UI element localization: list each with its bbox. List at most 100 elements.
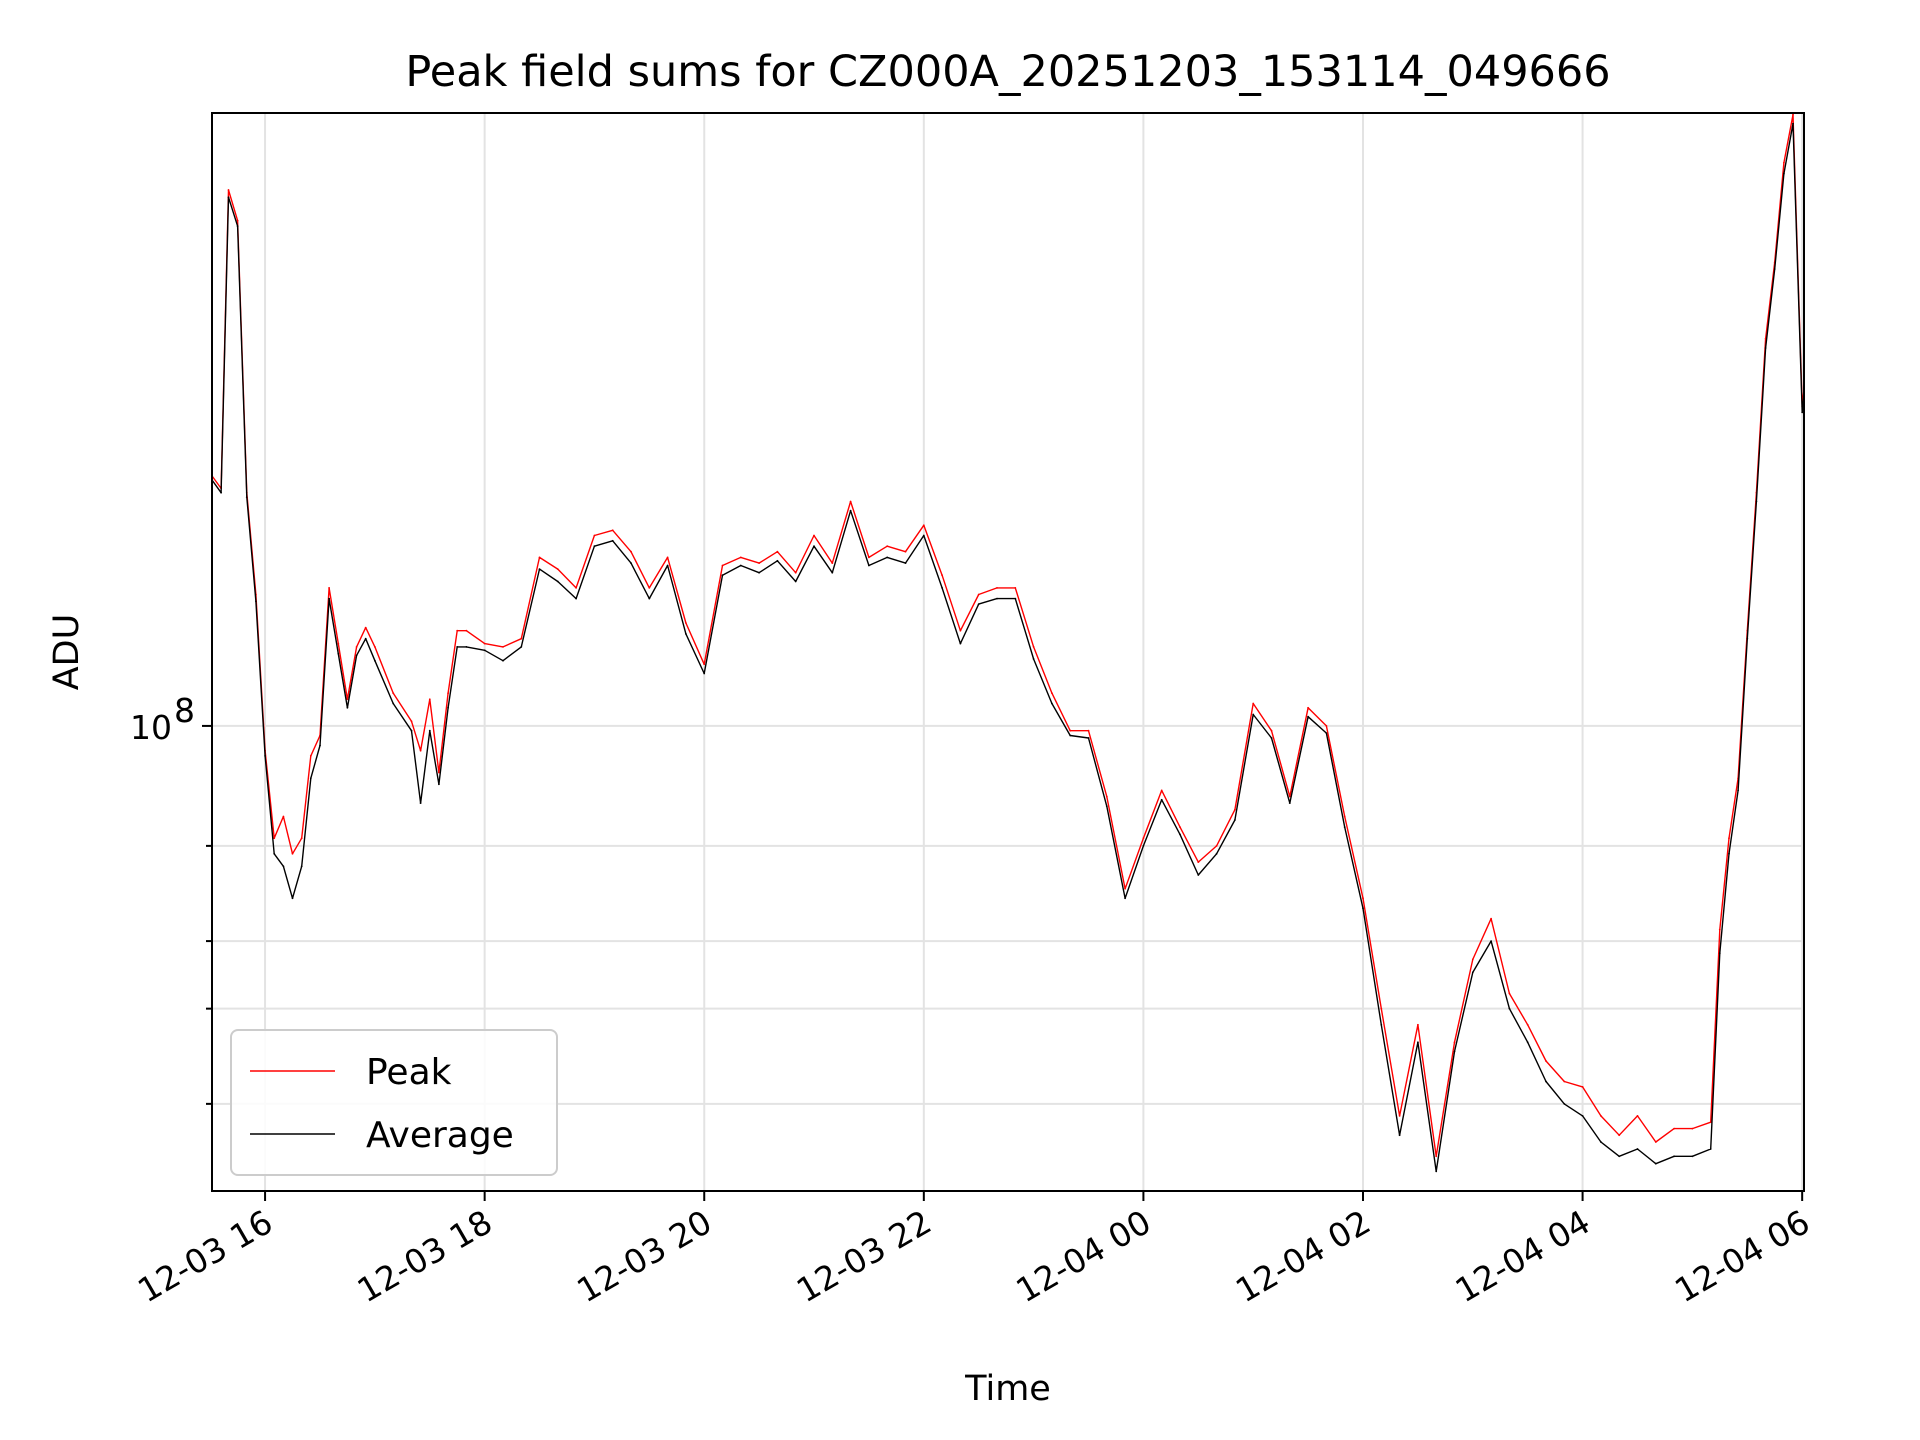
data-point-average [1105, 805, 1108, 808]
data-point-average [364, 637, 367, 640]
data-point-peak [611, 529, 614, 532]
data-point-average [220, 491, 223, 494]
data-point-average [410, 729, 413, 732]
data-point-average [419, 802, 422, 804]
data-point-peak [410, 720, 413, 723]
data-point-peak [227, 189, 230, 191]
data-point-average [1307, 715, 1309, 718]
data-point-average [1718, 952, 1721, 954]
data-point-peak [447, 692, 449, 694]
data-point-peak [1545, 1060, 1547, 1062]
data-point-peak [1783, 161, 1785, 164]
data-point-average [1773, 268, 1776, 270]
data-point-average [611, 539, 614, 542]
data-point-peak [922, 524, 925, 527]
data-point-peak [1398, 1115, 1401, 1117]
data-point-peak [977, 593, 980, 596]
series-average [211, 122, 1805, 1173]
data-point-average [575, 597, 577, 600]
data-point-peak [1691, 1127, 1694, 1130]
data-point-peak [721, 564, 724, 567]
data-point-average [1325, 732, 1328, 734]
data-point-average [721, 574, 724, 577]
data-point-peak [1453, 1041, 1456, 1044]
data-point-average [794, 580, 797, 583]
data-point-average [538, 568, 541, 570]
data-point-average [758, 571, 760, 574]
data-point-peak [456, 629, 459, 632]
y-tick-base: 10 [130, 708, 172, 747]
data-point-peak [538, 556, 541, 559]
data-point-average [1728, 852, 1730, 855]
chart-title: Peak field sums for CZ000A_20251203_1531… [405, 47, 1610, 97]
grid [212, 113, 1804, 1191]
data-point-peak [1252, 702, 1255, 705]
data-point-average [1435, 1170, 1438, 1173]
data-point-average [1709, 1148, 1712, 1150]
data-point-average [996, 597, 998, 600]
data-point-peak [1435, 1155, 1438, 1158]
data-point-average [1526, 1041, 1529, 1044]
series-layer [211, 113, 1805, 1173]
data-point-average [1545, 1080, 1547, 1083]
data-point-peak [1618, 1134, 1621, 1137]
data-point-peak [1709, 1121, 1712, 1124]
data-point-average [438, 783, 440, 786]
data-point-peak [703, 663, 706, 666]
data-point-peak [941, 574, 943, 577]
legend-box [230, 1029, 558, 1176]
data-point-peak [886, 545, 889, 548]
data-point-average [255, 600, 257, 603]
data-point-average [346, 706, 349, 709]
data-point-average [1490, 940, 1492, 942]
data-point-average [392, 702, 395, 705]
data-point-peak [1197, 861, 1200, 863]
data-point-peak [309, 755, 312, 757]
data-point-average [904, 562, 907, 564]
data-point-peak [465, 629, 468, 632]
data-point-peak [1581, 1086, 1584, 1088]
data-point-average [813, 545, 815, 548]
data-point-peak [1636, 1115, 1639, 1117]
data-point-peak [1270, 729, 1273, 732]
data-point-peak [1124, 887, 1126, 890]
data-point-peak [1325, 725, 1328, 727]
data-point-average [1069, 734, 1072, 737]
data-point-average [236, 225, 239, 228]
data-point-average [264, 755, 266, 757]
data-point-average [1362, 907, 1364, 910]
data-point-average [1581, 1115, 1584, 1117]
data-point-peak [419, 749, 422, 752]
data-point-average [337, 652, 340, 655]
data-point-peak [648, 587, 651, 589]
data-point-peak [1179, 826, 1181, 828]
data-point-average [593, 545, 596, 548]
legend: Peak Average [230, 1029, 558, 1176]
data-point-average [959, 642, 962, 645]
data-point-peak [794, 571, 797, 574]
data-point-average [1032, 658, 1035, 660]
data-point-peak [776, 550, 779, 553]
data-point-average [1792, 122, 1794, 125]
data-point-average [1234, 819, 1236, 821]
data-point-peak [1728, 837, 1730, 840]
series-line-peak [211, 113, 1805, 1158]
data-point-average [1343, 826, 1346, 828]
data-point-average [1014, 597, 1017, 600]
data-point-peak [273, 837, 276, 840]
data-point-average [1563, 1103, 1566, 1105]
data-point-average [328, 597, 330, 600]
y-tick-label: 10 [130, 708, 172, 747]
data-point-average [739, 564, 742, 567]
data-point-average [1160, 798, 1163, 801]
data-point-peak [1307, 706, 1309, 709]
data-point-peak [1142, 837, 1145, 840]
data-point-peak [1032, 646, 1035, 648]
data-point-peak [1490, 917, 1492, 920]
data-point-peak [1362, 897, 1364, 900]
data-point-peak [1215, 845, 1218, 847]
data-point-average [1508, 1007, 1511, 1010]
data-point-average [374, 659, 376, 662]
data-point-peak [1526, 1023, 1529, 1026]
